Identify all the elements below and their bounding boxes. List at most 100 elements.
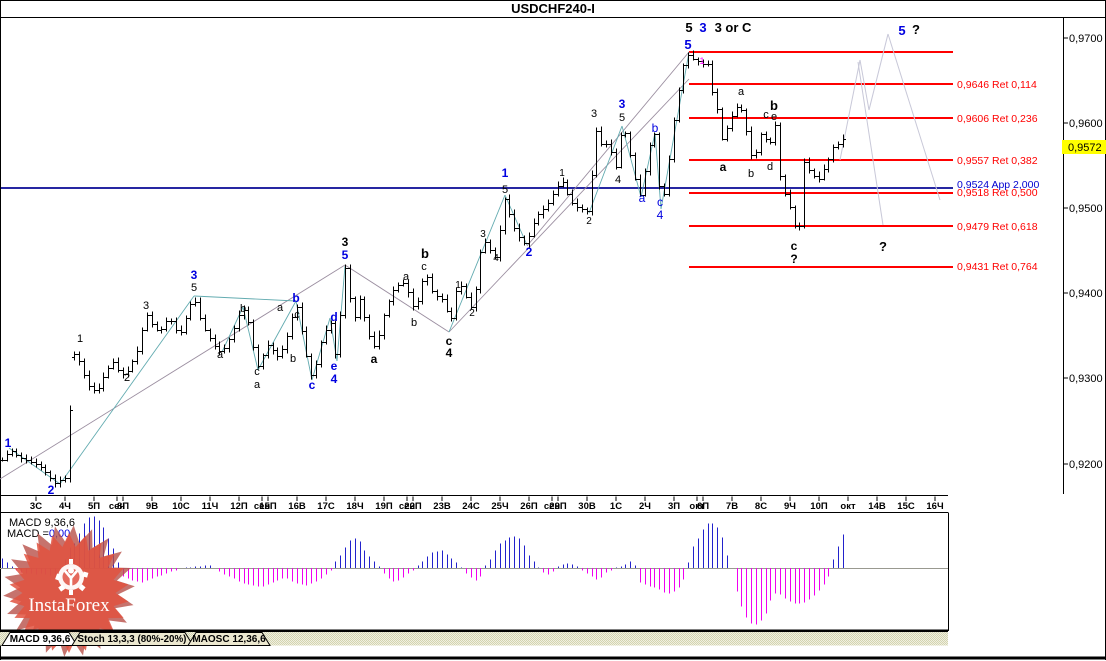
- svg-text:9В: 9В: [146, 501, 158, 512]
- svg-text:0,9524 App 2,000: 0,9524 App 2,000: [957, 179, 1039, 191]
- svg-text:0,9500: 0,9500: [1069, 203, 1103, 215]
- svg-text:6П: 6П: [697, 501, 709, 512]
- svg-text:b: b: [748, 168, 754, 180]
- svg-text:4: 4: [615, 174, 621, 186]
- svg-text:USDCHF240-I: USDCHF240-I: [511, 1, 595, 16]
- svg-text:8С: 8С: [755, 501, 767, 512]
- svg-text:3: 3: [143, 300, 149, 312]
- svg-text:2Ч: 2Ч: [639, 501, 651, 512]
- svg-text:18Ч: 18Ч: [346, 501, 364, 512]
- svg-text:b: b: [652, 121, 659, 135]
- svg-text:3: 3: [480, 229, 486, 240]
- svg-text:2: 2: [469, 308, 475, 319]
- svg-text:1: 1: [699, 56, 704, 66]
- svg-text:Stoch 13,3,3 (80%-20%): Stoch 13,3,3 (80%-20%): [78, 634, 187, 645]
- svg-text:7В: 7В: [726, 501, 738, 512]
- svg-text:b: b: [292, 291, 299, 305]
- svg-text:5: 5: [685, 20, 692, 35]
- svg-text:c: c: [254, 366, 260, 378]
- svg-text:?: ?: [879, 239, 887, 254]
- svg-text:2: 2: [586, 216, 592, 227]
- svg-text:1: 1: [5, 436, 12, 450]
- svg-text:c: c: [791, 239, 798, 253]
- svg-text:b: b: [770, 98, 778, 113]
- svg-text:0,9700: 0,9700: [1069, 33, 1103, 45]
- svg-text:0,9431 Ret 0,764: 0,9431 Ret 0,764: [957, 261, 1038, 273]
- svg-text:4: 4: [331, 372, 338, 386]
- svg-text:0,9200: 0,9200: [1069, 459, 1103, 471]
- svg-text:0,9600: 0,9600: [1069, 118, 1103, 130]
- svg-text:d: d: [767, 161, 773, 173]
- svg-text:b: b: [290, 353, 296, 365]
- svg-text:b: b: [421, 246, 429, 261]
- svg-text:0,9646 Ret 0,114: 0,9646 Ret 0,114: [957, 79, 1037, 91]
- svg-text:1: 1: [77, 333, 83, 345]
- svg-text:MACD 9,36,6: MACD 9,36,6: [10, 634, 71, 645]
- svg-text:MACD 9,36,6: MACD 9,36,6: [9, 517, 75, 529]
- svg-text:14В: 14В: [868, 501, 886, 512]
- svg-text:сен: сен: [109, 501, 126, 512]
- svg-text:3: 3: [191, 268, 198, 282]
- svg-text:0,9572: 0,9572: [1068, 142, 1102, 154]
- svg-text:4: 4: [657, 208, 664, 222]
- svg-text:2: 2: [526, 245, 533, 259]
- svg-text:e: e: [331, 359, 338, 373]
- svg-text:c: c: [421, 261, 427, 273]
- svg-text:0,9557 Ret 0,382: 0,9557 Ret 0,382: [957, 155, 1038, 167]
- svg-text:26П: 26П: [520, 501, 538, 512]
- svg-text:25Ч: 25Ч: [491, 501, 509, 512]
- svg-text:c: c: [446, 334, 453, 348]
- svg-text:4Ч: 4Ч: [59, 501, 71, 512]
- svg-text:1С: 1С: [610, 501, 622, 512]
- svg-text:InstaForex: InstaForex: [28, 595, 110, 616]
- svg-text:3: 3: [342, 235, 349, 249]
- svg-text:c: c: [657, 195, 663, 209]
- svg-text:4: 4: [446, 346, 453, 360]
- svg-text:5: 5: [619, 112, 625, 124]
- svg-text:0,9400: 0,9400: [1069, 288, 1103, 300]
- svg-text:d: d: [330, 310, 337, 324]
- svg-text:сен: сен: [254, 501, 271, 512]
- svg-text:3: 3: [699, 20, 706, 35]
- svg-text:30В: 30В: [578, 501, 596, 512]
- svg-text:5: 5: [684, 37, 691, 52]
- svg-text:a: a: [738, 86, 745, 98]
- svg-text:e: e: [771, 111, 777, 123]
- svg-text:15С: 15С: [897, 501, 915, 512]
- svg-text:17С: 17С: [317, 501, 335, 512]
- svg-text:a: a: [639, 191, 646, 205]
- svg-text:1: 1: [559, 168, 565, 179]
- svg-text:2: 2: [48, 483, 55, 497]
- svg-text:c: c: [294, 309, 300, 321]
- svg-text:b: b: [240, 303, 246, 315]
- svg-text:23В: 23В: [433, 501, 451, 512]
- svg-text:3С: 3С: [30, 501, 42, 512]
- svg-text:9Ч: 9Ч: [784, 501, 796, 512]
- svg-text:c: c: [763, 109, 769, 121]
- svg-text:a: a: [254, 379, 261, 391]
- svg-text:b: b: [411, 317, 417, 329]
- svg-text:5: 5: [898, 23, 905, 38]
- svg-text:окт: окт: [689, 501, 705, 512]
- svg-text:окт: окт: [840, 501, 856, 512]
- svg-text:?: ?: [912, 22, 920, 37]
- svg-text:1: 1: [455, 280, 461, 291]
- svg-text:3П: 3П: [668, 501, 680, 512]
- svg-text:c: c: [309, 378, 316, 392]
- svg-text:5: 5: [342, 248, 349, 262]
- svg-text:10С: 10С: [172, 501, 190, 512]
- svg-text:?: ?: [790, 252, 797, 266]
- svg-text:3: 3: [619, 97, 626, 111]
- svg-text:29П: 29П: [549, 501, 567, 512]
- svg-text:16Ч: 16Ч: [926, 501, 944, 512]
- svg-text:15П: 15П: [259, 501, 277, 512]
- svg-text:a: a: [217, 349, 224, 361]
- svg-text:a: a: [720, 160, 727, 174]
- svg-text:a: a: [403, 271, 410, 283]
- svg-text:0,9300: 0,9300: [1069, 373, 1103, 385]
- svg-text:19П: 19П: [375, 501, 393, 512]
- svg-text:0,9606 Ret 0,236: 0,9606 Ret 0,236: [957, 113, 1038, 125]
- svg-text:4: 4: [493, 253, 499, 264]
- svg-text:12П: 12П: [230, 501, 248, 512]
- svg-text:16В: 16В: [288, 501, 306, 512]
